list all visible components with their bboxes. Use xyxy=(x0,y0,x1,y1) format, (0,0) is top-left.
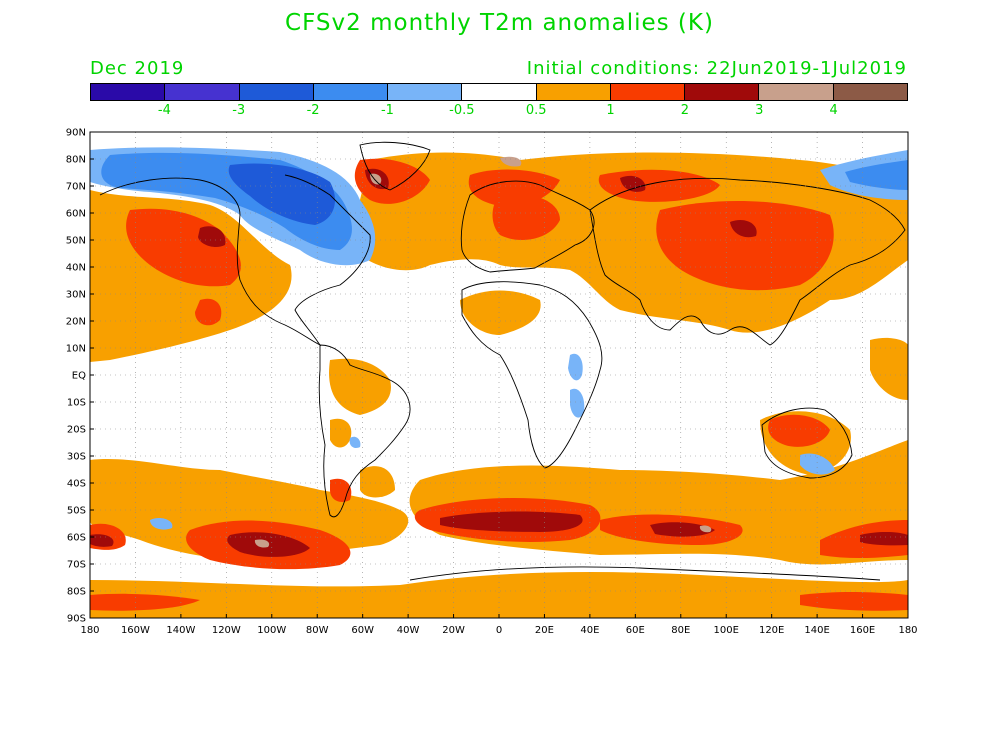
longitude-tick-label: 80W xyxy=(306,625,329,636)
longitude-tick-label: 120W xyxy=(212,625,241,636)
color-legend-labels: -4 -3 -2 -1 -0.5 0.5 1 2 3 4 xyxy=(90,103,908,119)
legend-swatch xyxy=(91,84,166,100)
latitude-tick-label: 30N xyxy=(66,290,86,301)
legend-label: 0.5 xyxy=(525,103,547,118)
latitude-tick-label: 40N xyxy=(66,263,86,274)
longitude-tick-label: 20E xyxy=(535,625,554,636)
map-gridlines xyxy=(90,132,908,618)
latitude-labels: 90N 80N 70N 60N 50N 40N 30N 20N 10N EQ 10S 20S 30S 40… xyxy=(66,128,94,625)
coastlines xyxy=(99,141,906,581)
longitude-tick-label: 120E xyxy=(759,625,784,636)
anomaly-neg-2k-fill xyxy=(228,163,335,225)
longitude-tick-label: 140E xyxy=(804,625,829,636)
latitude-tick-label: 30S xyxy=(67,452,86,463)
longitude-tick-label: 40W xyxy=(397,625,420,636)
map-title: CFSv2 monthly T2m anomalies (K) xyxy=(285,10,714,36)
latitude-tick-label: 90N xyxy=(66,128,86,139)
legend-label: 4 xyxy=(829,103,838,118)
longitude-tick-label: 40E xyxy=(580,625,599,636)
legend-label: -3 xyxy=(232,103,246,118)
longitude-tick-label: 160W xyxy=(121,625,150,636)
longitude-tick-label: 60W xyxy=(351,625,374,636)
legend-swatch xyxy=(388,84,463,100)
longitude-tick-label: 180 xyxy=(898,625,917,636)
longitude-tick-label: 0 xyxy=(496,625,502,636)
longitude-tick-label: 160E xyxy=(850,625,875,636)
legend-swatch xyxy=(313,84,389,100)
longitude-tick-label: 180 xyxy=(80,625,99,636)
latitude-tick-label: 10S xyxy=(67,398,86,409)
initial-conditions-label: Initial conditions: 22Jun2019-1Jul2019 xyxy=(526,58,907,79)
legend-label: 3 xyxy=(755,103,764,118)
latitude-tick-label: 60N xyxy=(66,209,86,220)
latitude-tick-label: 80N xyxy=(66,155,86,166)
legend-swatch xyxy=(833,84,907,100)
color-legend-bar xyxy=(90,83,908,101)
legend-label: 1 xyxy=(606,103,615,118)
longitude-tick-label: 60E xyxy=(626,625,645,636)
anomaly-field xyxy=(90,147,908,618)
longitude-tick-label: 100E xyxy=(714,625,739,636)
legend-label: -4 xyxy=(157,103,171,118)
latitude-tick-label: 10N xyxy=(66,344,86,355)
latitude-tick-label: 40S xyxy=(67,479,86,490)
latitude-tick-label: 50S xyxy=(67,506,86,517)
latitude-tick-label: EQ xyxy=(72,371,86,382)
legend-label: -1 xyxy=(380,103,394,118)
legend-swatch xyxy=(239,84,314,100)
forecast-month-label: Dec 2019 xyxy=(90,58,185,79)
legend-swatch xyxy=(165,84,240,100)
legend-swatch xyxy=(536,84,611,100)
latitude-tick-label: 70N xyxy=(66,182,86,193)
legend-label: -0.5 xyxy=(449,103,475,118)
legend-label: 2 xyxy=(680,103,690,118)
latitude-tick-label: 60S xyxy=(67,533,86,544)
legend-label: -2 xyxy=(306,103,320,118)
latitude-tick-label: 20N xyxy=(66,317,86,328)
latitude-tick-label: 70S xyxy=(67,560,86,571)
longitude-labels: 180 160W 140W 120W 100W 80W 60W 40W 20W 0 20E 40E 60… xyxy=(80,614,918,636)
latitude-tick-label: 80S xyxy=(67,587,86,598)
legend-swatch xyxy=(462,84,537,100)
legend-swatch xyxy=(610,84,686,100)
longitude-tick-label: 140W xyxy=(166,625,195,636)
latitude-tick-label: 90S xyxy=(67,614,86,625)
longitude-tick-label: 80E xyxy=(671,625,690,636)
longitude-tick-label: 20W xyxy=(442,625,465,636)
longitude-tick-label: 100W xyxy=(257,625,286,636)
legend-swatch xyxy=(685,84,760,100)
latitude-tick-label: 20S xyxy=(67,425,86,436)
legend-swatch xyxy=(759,84,834,100)
latitude-tick-label: 50N xyxy=(66,236,86,247)
